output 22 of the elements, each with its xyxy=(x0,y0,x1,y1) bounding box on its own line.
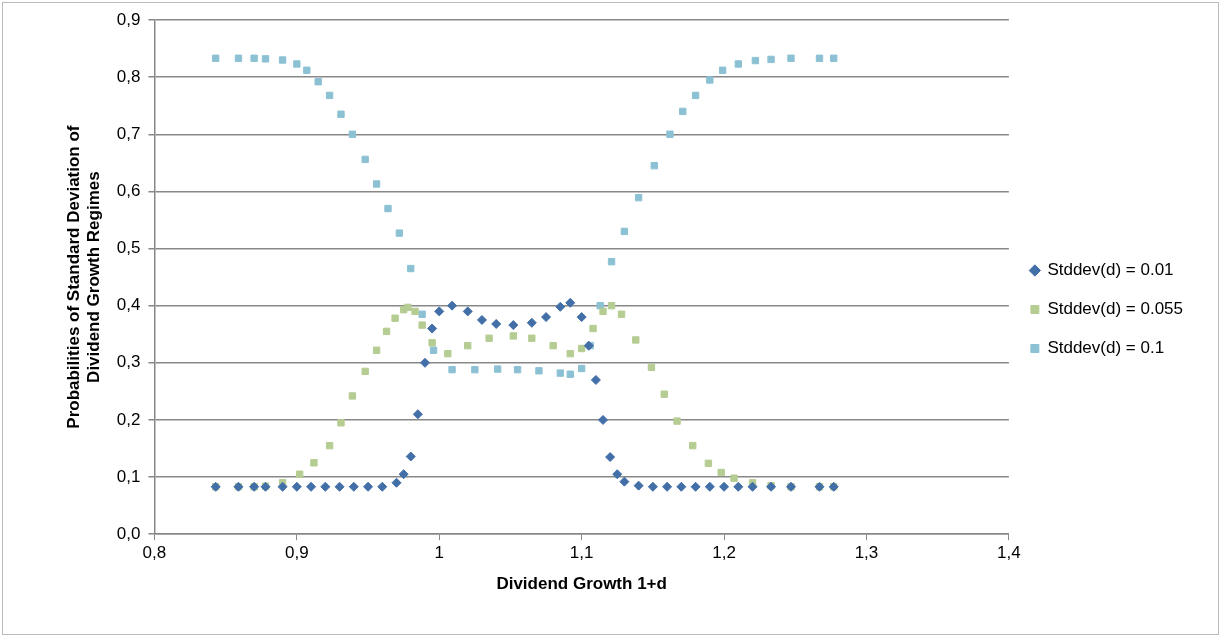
y-tick-label: 0,7 xyxy=(116,123,141,143)
legend-label: Stddev(d) = 0.055 xyxy=(1047,299,1184,319)
y-tick-label: 0,3 xyxy=(116,352,141,372)
y-tick-label: 0,8 xyxy=(116,66,141,86)
x-tick-label: 1,1 xyxy=(569,543,594,563)
legend-label: Stddev(d) = 0.01 xyxy=(1047,260,1174,280)
x-tick-label: 1,3 xyxy=(854,543,879,563)
y-tick-label: 0,1 xyxy=(116,466,141,486)
x-tick-label: 1,4 xyxy=(997,543,1021,563)
y-tick-label: 0,9 xyxy=(116,9,141,29)
x-tick-label: 1 xyxy=(434,543,444,563)
y-axis-title: Probabilities of Standard Deviation of Dividend Growth Regimes xyxy=(63,125,104,429)
x-tick-label: 1,2 xyxy=(712,543,736,563)
y-tick-label: 0,5 xyxy=(116,238,141,258)
x-axis-title: Dividend Growth 1+d xyxy=(496,574,667,594)
y-tick-label: 0,4 xyxy=(116,295,141,315)
y-tick-label: 0,0 xyxy=(116,523,141,543)
y-tick-label: 0,2 xyxy=(116,409,141,429)
legend-label: Stddev(d) = 0.1 xyxy=(1047,338,1165,358)
y-tick-label: 0,6 xyxy=(116,181,141,201)
x-tick-label: 0,9 xyxy=(285,543,309,563)
x-tick-label: 0,8 xyxy=(142,543,167,563)
